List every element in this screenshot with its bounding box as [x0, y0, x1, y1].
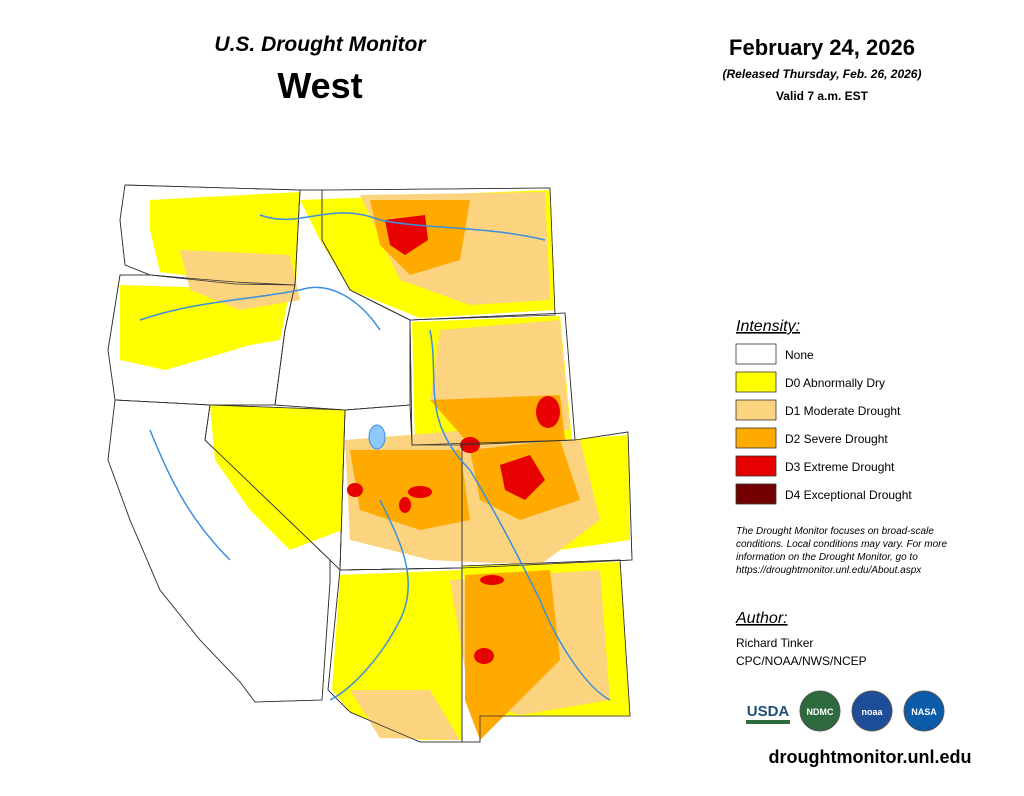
note-line: https://droughtmonitor.unl.edu/About.asp…	[736, 565, 922, 576]
legend-swatch	[735, 343, 777, 365]
logo-circle	[903, 690, 945, 732]
d2-areas	[350, 200, 580, 740]
legend-swatch	[735, 483, 777, 505]
logos: USDA NDMC noaa NASA	[746, 690, 945, 732]
river	[429, 329, 611, 701]
border	[204, 404, 346, 571]
lake	[368, 424, 386, 450]
river	[259, 212, 546, 241]
border	[461, 431, 633, 569]
title: U.S. Drought Monitor	[214, 33, 427, 56]
legend-label: D3 Extreme Drought	[785, 460, 895, 474]
drought-area	[408, 486, 432, 498]
map	[107, 184, 633, 743]
legend-swatch	[735, 427, 777, 449]
valid: Valid 7 a.m. EST	[776, 89, 869, 103]
drought-area	[500, 455, 545, 500]
river	[149, 429, 231, 561]
legend-swatch	[735, 455, 777, 477]
legend-label: D1 Moderate Drought	[785, 404, 901, 418]
drought-area	[536, 396, 560, 428]
author-title: Author:	[735, 610, 788, 627]
legend-label: D4 Exceptional Drought	[785, 488, 912, 502]
legend-label: D2 Severe Drought	[785, 432, 888, 446]
rivers	[139, 212, 611, 701]
author-name: Richard Tinker	[736, 636, 813, 650]
note: The Drought Monitor focuses on broad-sca…	[736, 526, 947, 576]
legend-title: Intensity:	[736, 318, 800, 335]
note-line: conditions. Local conditions may vary. F…	[736, 539, 947, 550]
river	[139, 286, 381, 331]
state-borders	[107, 184, 633, 743]
legend-label: None	[785, 348, 814, 362]
region: West	[277, 65, 362, 106]
border	[461, 559, 631, 743]
logo-circle	[799, 690, 841, 732]
legend-swatch	[735, 371, 777, 393]
d3-areas	[347, 215, 560, 664]
legend-label: D0 Abnormally Dry	[785, 376, 885, 390]
drought-area	[210, 405, 345, 550]
author-org: CPC/NOAA/NWS/NCEP	[736, 654, 867, 668]
logo: NDMC	[807, 707, 834, 717]
river	[329, 499, 409, 701]
drought-area	[465, 570, 560, 740]
drought-area	[474, 648, 494, 664]
drought-area	[430, 395, 565, 445]
drought-area	[399, 497, 411, 513]
url[interactable]: droughtmonitor.unl.edu	[769, 747, 972, 767]
released: (Released Thursday, Feb. 26, 2026)	[723, 67, 922, 81]
note-line: information on the Drought Monitor, go t…	[736, 552, 918, 563]
legend-swatch	[735, 399, 777, 421]
logo: USDA	[747, 703, 790, 720]
logo: NASA	[911, 707, 937, 717]
drought-area	[480, 575, 504, 585]
drought-area	[350, 690, 460, 740]
logo: noaa	[861, 707, 883, 717]
note-line: The Drought Monitor focuses on broad-sca…	[736, 526, 934, 537]
date: February 24, 2026	[729, 35, 915, 60]
drought-area	[347, 483, 363, 497]
legend: Intensity: None D0 Abnormally Dry D1 Moder…	[735, 318, 912, 505]
logo-circle	[851, 690, 893, 732]
logo-bar	[746, 720, 790, 724]
